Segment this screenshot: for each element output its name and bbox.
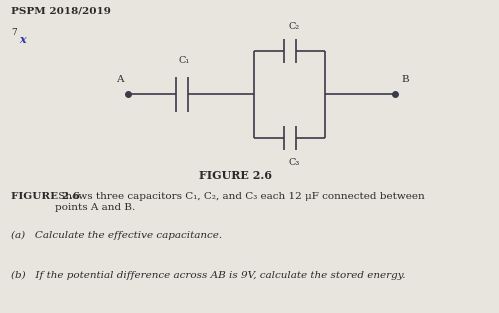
Text: C₁: C₁ (179, 56, 190, 65)
Text: PSPM 2018/2019: PSPM 2018/2019 (11, 6, 111, 15)
Text: A: A (116, 74, 123, 84)
Text: FIGURE 2.6: FIGURE 2.6 (11, 192, 80, 201)
Text: 7: 7 (11, 28, 16, 37)
Text: (b)   If the potential difference across AB is 9V, calculate the stored energy.: (b) If the potential difference across A… (11, 271, 405, 280)
Text: B: B (402, 74, 409, 84)
Text: C₂: C₂ (289, 22, 300, 31)
Text: Shows three capacitors C₁, C₂, and C₃ each 12 μF connected between
points A and : Shows three capacitors C₁, C₂, and C₃ ea… (55, 192, 425, 212)
Text: C₃: C₃ (289, 157, 300, 167)
Text: (a)   Calculate the effective capacitance.: (a) Calculate the effective capacitance. (11, 231, 222, 240)
Text: x: x (19, 34, 26, 45)
Text: FIGURE 2.6: FIGURE 2.6 (199, 171, 272, 182)
